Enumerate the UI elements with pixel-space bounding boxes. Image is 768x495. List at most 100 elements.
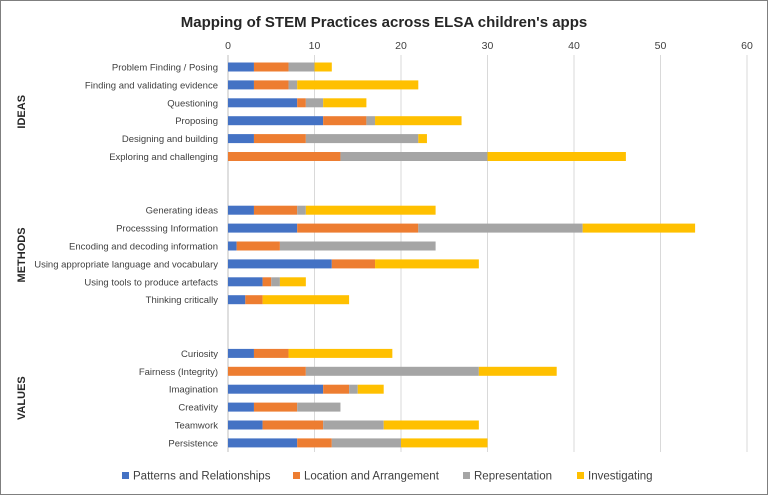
bar-representation	[279, 241, 436, 251]
bar-representation	[340, 152, 488, 161]
bar-representation	[288, 62, 315, 72]
bar-location-and-arrangement	[228, 366, 306, 376]
bar-location-and-arrangement	[262, 420, 324, 430]
bar-location-and-arrangement	[253, 348, 289, 358]
bar-patterns-and-relationships	[228, 80, 254, 90]
bar-location-and-arrangement	[228, 152, 341, 161]
bar-investigating	[418, 134, 427, 144]
x-tick-label: 30	[482, 40, 494, 52]
x-tick-label: 0	[225, 40, 231, 52]
bar-investigating	[375, 116, 462, 126]
category-label: Using tools to produce artefacts	[84, 277, 218, 288]
category-label: Curiosity	[181, 349, 218, 360]
bar-patterns-and-relationships	[228, 348, 254, 358]
legend-label: Location and Arrangement	[304, 471, 440, 483]
bar-patterns-and-relationships	[228, 98, 298, 108]
category-label: Persistence	[168, 438, 218, 449]
bar-investigating	[297, 80, 419, 90]
legend-swatch	[122, 472, 129, 479]
bar-representation	[297, 402, 341, 412]
category-label: Generating ideas	[146, 206, 219, 217]
legend-swatch	[577, 472, 584, 479]
bar-patterns-and-relationships	[228, 116, 324, 126]
bar-location-and-arrangement	[253, 62, 289, 72]
bar-patterns-and-relationships	[228, 62, 254, 72]
category-label: Thinking critically	[146, 295, 219, 306]
bar-representation	[288, 80, 298, 90]
legend-label: Representation	[474, 471, 552, 483]
x-tick-label: 50	[655, 40, 667, 52]
group-label-values: VALUES	[16, 376, 28, 420]
x-tick-label: 10	[309, 40, 321, 52]
bar-location-and-arrangement	[253, 402, 298, 412]
category-label: Questioning	[167, 98, 218, 109]
bar-investigating	[357, 384, 384, 394]
bar-location-and-arrangement	[297, 223, 419, 233]
bar-investigating	[401, 438, 488, 448]
group-label-methods: METHODS	[16, 227, 28, 282]
bar-patterns-and-relationships	[228, 205, 254, 215]
bar-representation	[366, 116, 376, 126]
bar-patterns-and-relationships	[228, 259, 332, 269]
bar-location-and-arrangement	[253, 134, 306, 144]
bar-investigating	[262, 295, 350, 305]
category-label: Proposing	[175, 116, 218, 127]
bar-investigating	[487, 152, 626, 161]
bar-investigating	[375, 259, 479, 269]
bar-patterns-and-relationships	[228, 295, 246, 305]
category-label: Fairness (Integrity)	[139, 367, 218, 378]
bar-location-and-arrangement	[323, 116, 367, 126]
bar-patterns-and-relationships	[228, 420, 263, 430]
bar-representation	[305, 98, 324, 108]
legend-label: Investigating	[588, 471, 653, 483]
bar-location-and-arrangement	[253, 205, 298, 215]
bar-investigating	[314, 62, 332, 72]
bar-representation	[305, 134, 419, 144]
bar-location-and-arrangement	[236, 241, 280, 251]
bar-representation	[349, 384, 358, 394]
bar-location-and-arrangement	[297, 438, 332, 448]
category-label: Designing and building	[122, 134, 218, 145]
category-label: Problem Finding / Posing	[112, 63, 218, 74]
category-label: Finding and validating evidence	[85, 80, 218, 91]
bar-investigating	[582, 223, 696, 233]
x-tick-label: 60	[741, 40, 753, 52]
bar-investigating	[279, 277, 306, 287]
legend-swatch	[463, 472, 470, 479]
bar-location-and-arrangement	[245, 295, 263, 305]
bar-location-and-arrangement	[253, 80, 289, 90]
bar-patterns-and-relationships	[228, 241, 237, 251]
bar-patterns-and-relationships	[228, 402, 254, 412]
bar-representation	[271, 277, 280, 287]
bar-patterns-and-relationships	[228, 438, 298, 448]
category-label: Encoding and decoding information	[69, 242, 218, 253]
bar-location-and-arrangement	[262, 277, 272, 287]
bar-investigating	[305, 205, 436, 215]
bar-representation	[418, 223, 583, 233]
category-label: Teamwork	[175, 421, 219, 432]
bar-patterns-and-relationships	[228, 223, 298, 233]
x-tick-label: 20	[395, 40, 407, 52]
bar-location-and-arrangement	[323, 384, 350, 394]
bar-patterns-and-relationships	[228, 384, 324, 394]
legend-swatch	[293, 472, 300, 479]
chart-title: Mapping of STEM Practices across ELSA ch…	[181, 14, 587, 31]
category-label: Using appropriate language and vocabular…	[34, 259, 218, 270]
bar-representation	[305, 366, 479, 376]
bar-investigating	[478, 366, 557, 376]
bar-location-and-arrangement	[331, 259, 376, 269]
group-label-ideas: IDEAS	[16, 95, 28, 129]
bar-representation	[323, 420, 384, 430]
legend-label: Patterns and Relationships	[133, 471, 271, 483]
bar-investigating	[383, 420, 479, 430]
category-label: Imagination	[169, 385, 218, 396]
bar-representation	[331, 438, 401, 448]
bar-patterns-and-relationships	[228, 277, 263, 287]
category-label: Creativity	[178, 403, 218, 414]
category-label: Processsing Information	[116, 224, 218, 235]
x-tick-label: 40	[568, 40, 580, 52]
category-label: Exploring and challenging	[109, 152, 218, 163]
bar-investigating	[288, 348, 393, 358]
bar-investigating	[323, 98, 367, 108]
